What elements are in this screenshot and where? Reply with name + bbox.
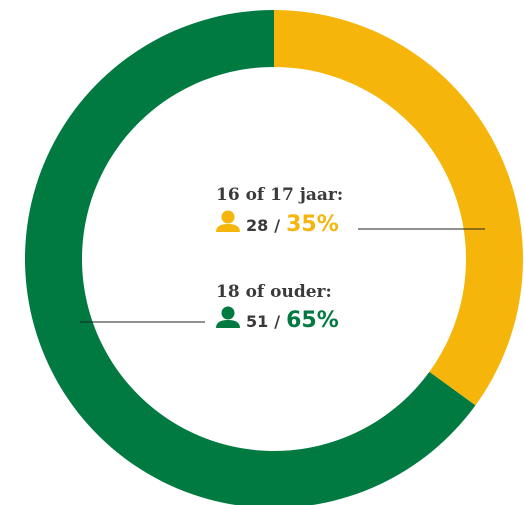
percent: 35% <box>286 212 339 237</box>
donut-slice <box>274 10 523 406</box>
person-icon <box>216 306 240 328</box>
icon-body <box>216 224 240 232</box>
icon-head <box>221 210 235 224</box>
value-label: 28 / 35% <box>246 212 339 237</box>
person-icon <box>216 210 240 232</box>
value-label: 51 / 65% <box>246 308 339 333</box>
count: 51 <box>246 312 268 331</box>
icon-body <box>216 320 240 328</box>
category-label: 18 of ouder: <box>216 282 332 302</box>
percent: 65% <box>286 308 339 333</box>
separator: / <box>274 216 280 235</box>
category-label: 16 of 17 jaar: <box>216 185 343 205</box>
separator: / <box>274 312 280 331</box>
icon-head <box>221 306 235 320</box>
count: 28 <box>246 216 268 235</box>
